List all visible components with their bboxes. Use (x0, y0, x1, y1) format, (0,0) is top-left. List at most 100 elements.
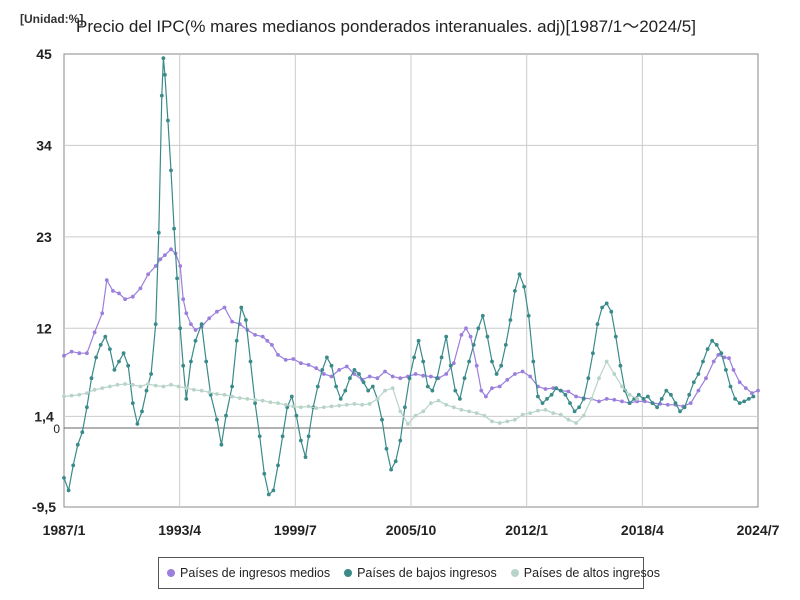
data-point (540, 401, 545, 405)
data-point (673, 401, 678, 405)
data-point (403, 405, 407, 410)
data-point (253, 397, 257, 402)
data-point (337, 368, 342, 372)
data-point (178, 264, 183, 268)
data-point (505, 419, 510, 424)
data-point (620, 399, 624, 404)
data-point (117, 359, 121, 364)
data-point (370, 384, 375, 389)
data-point (650, 401, 655, 405)
data-point (360, 402, 364, 407)
data-point (111, 289, 115, 293)
legend-item: Países de ingresos medios (167, 566, 330, 580)
data-point (283, 358, 288, 362)
data-point (189, 322, 193, 326)
data-point (366, 388, 371, 393)
data-point (112, 368, 117, 372)
data-point (383, 388, 387, 393)
data-point (126, 363, 131, 368)
data-point (591, 351, 595, 356)
data-point (490, 386, 494, 390)
data-point (322, 372, 326, 376)
data-point (691, 380, 696, 385)
data-point (600, 305, 604, 310)
data-point (291, 404, 296, 409)
data-point (722, 355, 727, 360)
data-point (348, 376, 352, 381)
legend-label: Países de ingresos medios (180, 566, 331, 580)
data-point (389, 467, 393, 472)
data-point (322, 405, 326, 410)
data-point (574, 421, 578, 425)
data-point (161, 56, 166, 61)
data-point (140, 409, 144, 414)
data-point (508, 318, 513, 322)
data-point (314, 406, 319, 410)
data-point (248, 359, 253, 364)
data-point (146, 382, 151, 386)
data-point (595, 322, 600, 326)
data-point (163, 253, 167, 257)
data-point (494, 372, 499, 376)
legend-label: Países de bajos ingresos (357, 566, 497, 580)
data-point (704, 376, 708, 381)
data-point (92, 387, 97, 392)
data-point (199, 388, 204, 393)
data-point (280, 434, 285, 439)
data-point (413, 413, 418, 418)
data-point (276, 463, 280, 468)
data-point (646, 394, 650, 399)
data-point (108, 384, 112, 389)
data-point (184, 386, 189, 390)
data-point (499, 363, 504, 368)
data-point (549, 392, 554, 397)
x-tick-label: 2018/4 (621, 522, 664, 538)
data-point (192, 387, 196, 392)
data-point (108, 347, 112, 351)
data-point (230, 319, 235, 324)
data-point (659, 397, 664, 401)
data-point (207, 316, 212, 321)
data-point (528, 374, 533, 379)
data-point (531, 359, 536, 364)
data-point (421, 359, 426, 364)
data-point (393, 459, 398, 464)
data-point (375, 397, 380, 401)
data-point (497, 384, 502, 389)
data-point (474, 411, 479, 415)
data-point (338, 397, 343, 401)
series-2 (62, 56, 756, 497)
data-point (176, 384, 181, 389)
data-point (468, 334, 473, 339)
data-point (448, 363, 453, 368)
legend-swatch (167, 569, 175, 577)
data-point (115, 382, 120, 387)
data-point (69, 349, 74, 354)
data-point (306, 404, 311, 409)
y-tick-label: 0 (53, 422, 60, 436)
data-point (149, 372, 154, 376)
data-point (144, 388, 149, 393)
data-point (158, 257, 163, 262)
data-point (299, 405, 303, 410)
data-point (181, 297, 186, 302)
data-point (89, 376, 94, 381)
data-point (439, 355, 444, 360)
data-point (271, 488, 276, 493)
data-point (390, 386, 395, 390)
data-point (604, 301, 609, 306)
data-point (175, 276, 180, 281)
y-tick-label: 23 (36, 229, 52, 245)
data-point (222, 392, 227, 397)
data-point (352, 368, 357, 372)
y-tick-label: 1,4 (34, 408, 54, 424)
data-point (289, 394, 294, 399)
data-point (75, 442, 80, 447)
data-point (710, 338, 714, 343)
data-point (80, 430, 85, 435)
data-point (743, 386, 748, 390)
data-point (315, 384, 320, 389)
series-layer (62, 56, 760, 497)
data-point (276, 353, 280, 357)
data-point (505, 377, 510, 382)
